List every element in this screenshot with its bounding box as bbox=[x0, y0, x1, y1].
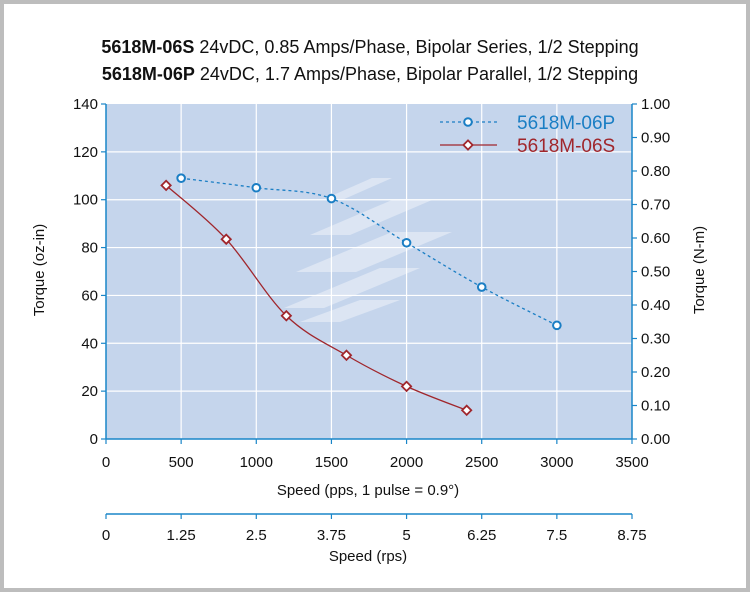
y-tick-label: 0 bbox=[90, 431, 98, 448]
x2-tick-label: 3.75 bbox=[317, 527, 346, 544]
data-point-5618m-06p bbox=[552, 320, 562, 331]
x2-tick-label: 2.5 bbox=[246, 527, 267, 544]
x2-tick-label: 0 bbox=[102, 527, 110, 544]
x-tick-label: 500 bbox=[169, 454, 194, 471]
title-model-1: 5618M-06S bbox=[101, 37, 194, 57]
x-tick-label: 1500 bbox=[315, 454, 348, 471]
y-axis-label: Torque (oz-in) bbox=[31, 224, 48, 317]
title-desc-1: 24vDC, 0.85 Amps/Phase, Bipolar Series, … bbox=[194, 37, 638, 57]
y-tick-label: 100 bbox=[73, 192, 98, 209]
y2-tick-label: 0.60 bbox=[641, 230, 670, 247]
data-point-5618m-06p bbox=[176, 173, 186, 183]
x2-axis-label: Speed (rps) bbox=[329, 548, 407, 565]
y2-tick-label: 0.00 bbox=[641, 431, 670, 448]
x2-tick-label: 7.5 bbox=[546, 527, 567, 544]
title-line-2: 5618M-06P 24vDC, 1.7 Amps/Phase, Bipolar… bbox=[102, 64, 638, 84]
x-tick-label: 3500 bbox=[615, 454, 648, 471]
legend-label-5618m-06s: 5618M-06S bbox=[517, 136, 615, 157]
data-point-5618m-06s bbox=[160, 179, 172, 192]
y2-tick-label: 0.20 bbox=[641, 364, 670, 381]
data-point-5618m-06s bbox=[280, 309, 293, 322]
y-tick-label: 60 bbox=[81, 287, 98, 304]
x-tick-label: 0 bbox=[102, 454, 110, 471]
x2-tick-label: 8.75 bbox=[617, 527, 646, 544]
y2-tick-label: 0.10 bbox=[641, 398, 670, 415]
title-model-2: 5618M-06P bbox=[102, 64, 195, 84]
x-tick-label: 3000 bbox=[540, 454, 573, 471]
series-line-5618m-06s bbox=[165, 184, 467, 411]
data-point-5618m-06p bbox=[476, 282, 487, 292]
y2-tick-label: 0.90 bbox=[641, 130, 670, 147]
x2-tick-label: 6.25 bbox=[467, 527, 496, 544]
y2-tick-label: 0.80 bbox=[641, 163, 670, 180]
legend-marker-5618m-06s bbox=[462, 139, 474, 151]
legend-label-5618m-06p: 5618M-06P bbox=[517, 113, 615, 134]
y-tick-label: 140 bbox=[73, 96, 98, 113]
title-line-1: 5618M-06S 24vDC, 0.85 Amps/Phase, Bipola… bbox=[101, 37, 638, 57]
data-point-5618m-06s bbox=[220, 233, 233, 246]
y-tick-label: 40 bbox=[81, 335, 98, 352]
y-tick-label: 80 bbox=[81, 240, 98, 257]
x-tick-label: 1000 bbox=[240, 454, 273, 471]
x-tick-label: 2500 bbox=[465, 454, 498, 471]
y-tick-label: 20 bbox=[81, 383, 98, 400]
plot-area bbox=[106, 104, 632, 439]
axes bbox=[101, 103, 637, 519]
y2-axis-label: Torque (N-m) bbox=[691, 226, 708, 314]
x-axis-label: Speed (pps, 1 pulse = 0.9°) bbox=[277, 482, 459, 499]
y-tick-label: 120 bbox=[73, 144, 98, 161]
x2-tick-label: 1.25 bbox=[167, 527, 196, 544]
logo-watermark bbox=[284, 178, 452, 322]
title-desc-2: 24vDC, 1.7 Amps/Phase, Bipolar Parallel,… bbox=[195, 64, 638, 84]
y2-tick-label: 0.70 bbox=[641, 197, 670, 214]
data-point-5618m-06p bbox=[326, 193, 337, 204]
data-point-5618m-06s bbox=[400, 380, 413, 393]
data-point-5618m-06p bbox=[251, 182, 262, 193]
x2-tick-label: 5 bbox=[402, 527, 410, 544]
data-point-5618m-06s bbox=[460, 404, 473, 417]
y2-tick-label: 0.50 bbox=[641, 264, 670, 281]
x-tick-label: 2000 bbox=[390, 454, 423, 471]
grid-lines bbox=[106, 104, 632, 439]
data-point-5618m-06s bbox=[340, 349, 353, 362]
legend-marker-5618m-06p bbox=[463, 117, 473, 127]
series-layer bbox=[160, 173, 562, 417]
data-point-5618m-06p bbox=[401, 237, 412, 248]
y2-tick-label: 1.00 bbox=[641, 96, 670, 113]
y2-tick-label: 0.40 bbox=[641, 297, 670, 314]
y2-tick-label: 0.30 bbox=[641, 331, 670, 348]
legend: 5618M-06P 5618M-06S bbox=[440, 113, 615, 157]
